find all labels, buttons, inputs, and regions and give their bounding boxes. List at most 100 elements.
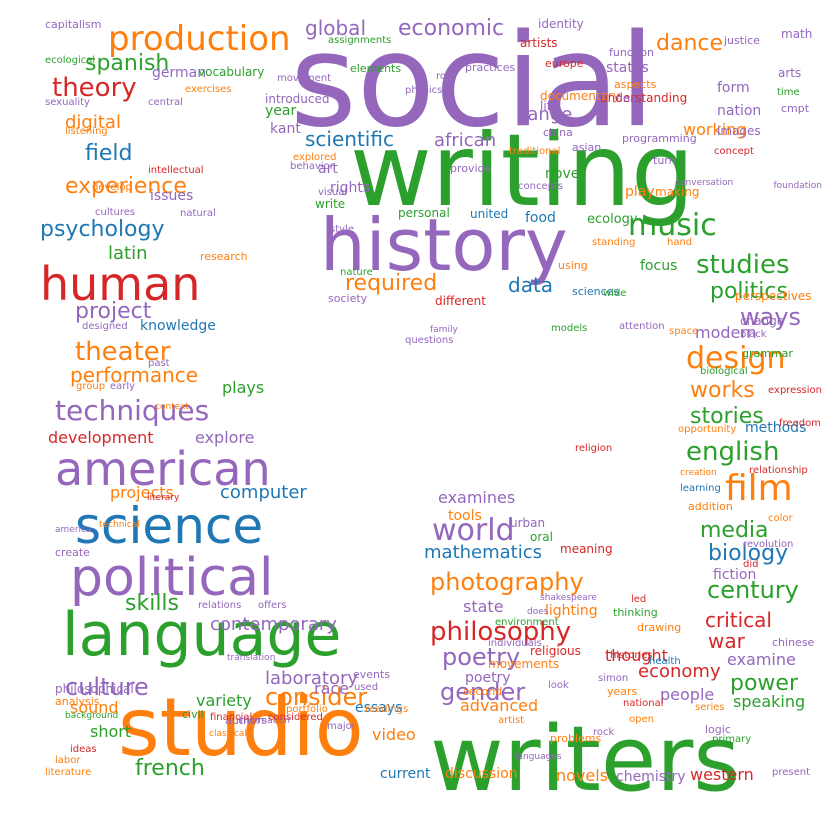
- word-ideas: ideas: [70, 744, 97, 755]
- word-essays: essays: [355, 700, 402, 716]
- word-early: early: [110, 381, 135, 392]
- word-ways: ways: [740, 303, 801, 331]
- word-primary: primary: [712, 734, 751, 745]
- word-laboratory: laboratory: [265, 668, 358, 689]
- word-questions: questions: [405, 335, 453, 346]
- word-french: french: [135, 756, 205, 781]
- word-traditional: traditional: [509, 146, 560, 157]
- word-music: music: [628, 208, 717, 243]
- word-national: national: [623, 698, 664, 709]
- word-sciences: sciences: [572, 285, 619, 298]
- word-century: century: [707, 576, 799, 604]
- word-african: african: [434, 130, 496, 151]
- word-revolution: revolution: [743, 539, 793, 550]
- word-focus: focus: [640, 258, 677, 274]
- word-politics: politics: [710, 279, 788, 304]
- word-context: context: [155, 402, 189, 412]
- word-biological: biological: [700, 366, 748, 377]
- word-logic: logic: [705, 723, 731, 736]
- word-techniques: techniques: [55, 394, 209, 427]
- word-capitalism: capitalism: [45, 18, 101, 31]
- word-space: space: [669, 326, 698, 337]
- word-turn: turn: [653, 154, 676, 167]
- word-experience: experience: [65, 174, 187, 199]
- word-introduced: introduced: [265, 92, 329, 106]
- word-state: state: [463, 597, 504, 616]
- word-social: social: [290, 7, 655, 156]
- word-gender: gender: [440, 678, 525, 706]
- word-range: range: [520, 104, 572, 125]
- word-plays: plays: [222, 378, 264, 397]
- word-readings: readings: [365, 704, 408, 715]
- word-german: german: [152, 65, 206, 81]
- word-civil: civil: [182, 708, 204, 721]
- word-life: life: [540, 99, 558, 113]
- word-rights: rights: [330, 180, 370, 196]
- word-using: using: [558, 259, 588, 272]
- word-theater: theater: [75, 337, 171, 367]
- word-photography: photography: [430, 568, 584, 596]
- word-portfolio: portfolio: [286, 704, 328, 715]
- word-natural: natural: [180, 208, 216, 219]
- word-develop: develop: [92, 182, 132, 193]
- word-knowledge: knowledge: [140, 318, 216, 334]
- word-theory: theory: [52, 73, 137, 103]
- word-chemistry: chemistry: [616, 769, 686, 785]
- word-assignments: assignments: [328, 35, 391, 46]
- word-lighting: lighting: [545, 603, 598, 619]
- word-aspects: aspects: [614, 78, 657, 91]
- word-histories: histories: [610, 650, 653, 661]
- word-making: making: [655, 185, 700, 199]
- word-financial: financial: [210, 712, 252, 723]
- word-years: years: [607, 685, 638, 698]
- word-thinking: thinking: [613, 606, 658, 619]
- word-concepts: concepts: [518, 181, 563, 192]
- word-write: write: [315, 197, 345, 211]
- word-race: race: [314, 679, 349, 698]
- word-translation: translation: [227, 653, 275, 663]
- word-explore: explore: [195, 428, 255, 447]
- word-used: used: [354, 682, 378, 693]
- word-exercises: exercises: [185, 84, 231, 95]
- word-western: western: [690, 765, 754, 784]
- word-philosophical: philosophical: [55, 682, 134, 696]
- word-technical: technical: [99, 520, 140, 530]
- word-food: food: [525, 210, 556, 226]
- word-stories: stories: [690, 404, 764, 429]
- word-practices: practices: [465, 61, 515, 74]
- word-math: math: [781, 27, 812, 41]
- word-central: central: [148, 97, 183, 108]
- word-philosophy: philosophy: [430, 617, 571, 647]
- word-cultures: cultures: [95, 207, 135, 218]
- word-religious: religious: [530, 644, 581, 658]
- word-does: does: [527, 607, 549, 617]
- word-united: united: [470, 207, 508, 221]
- word-advanced: advanced: [460, 696, 538, 715]
- word-studio: studio: [118, 681, 364, 774]
- word-projects: projects: [110, 483, 174, 502]
- word-literary: literary: [147, 493, 180, 503]
- word-form: form: [717, 80, 750, 96]
- word-research: research: [200, 250, 248, 263]
- word-second: second: [463, 685, 502, 698]
- word-meaning: meaning: [560, 542, 613, 556]
- word-justice: justice: [723, 34, 760, 47]
- word-present: present: [772, 767, 810, 778]
- word-foundation: foundation: [773, 181, 822, 191]
- word-political: political: [70, 548, 273, 608]
- word-fiction: fiction: [713, 567, 756, 583]
- word-modern: modern: [695, 323, 757, 342]
- word-vocabulary: vocabulary: [198, 65, 264, 79]
- word-play: play: [625, 184, 655, 200]
- word-examines: examines: [438, 488, 515, 507]
- word-analysis: analysis: [55, 695, 100, 708]
- word-time: time: [777, 87, 800, 98]
- word-nature: nature: [340, 267, 373, 278]
- word-design: design: [686, 341, 786, 376]
- word-standing: standing: [592, 237, 635, 248]
- word-asian: asian: [572, 141, 601, 154]
- word-creation: creation: [680, 468, 717, 478]
- word-required: required: [345, 271, 437, 296]
- word-working: working: [683, 120, 746, 139]
- word-events: events: [353, 668, 390, 681]
